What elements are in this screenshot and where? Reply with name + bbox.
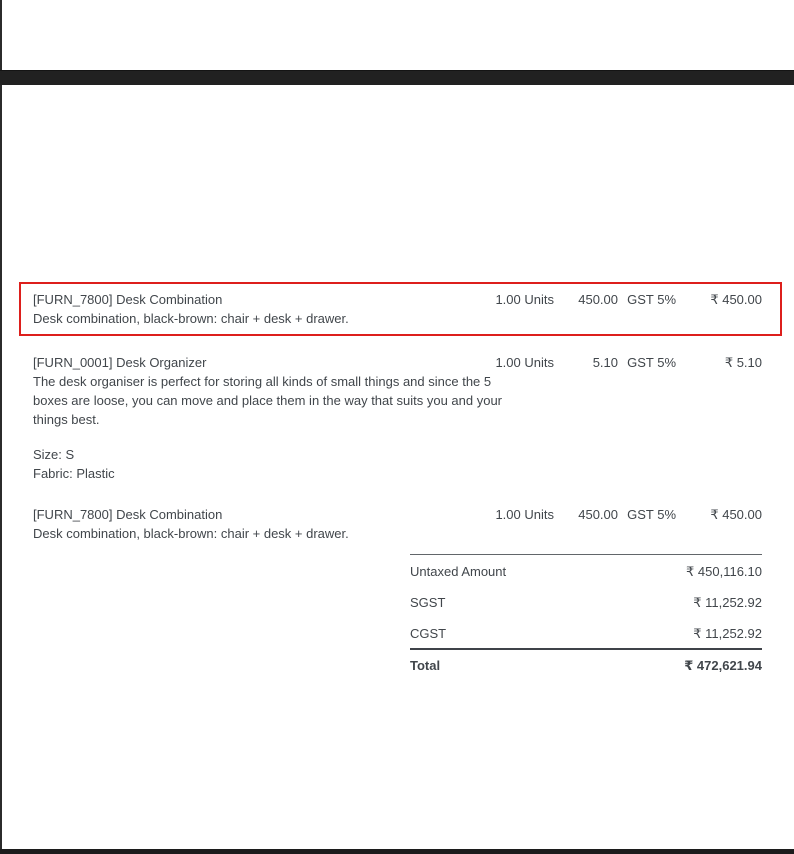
invoice-line-row: [FURN_7800] Desk Combination 1.00 Units … bbox=[19, 497, 782, 549]
product-name: [FURN_7800] Desk Combination bbox=[33, 292, 223, 307]
untaxed-amount-value: ₹ 450,116.10 bbox=[686, 564, 762, 579]
amount-cell: ₹ 450.00 bbox=[710, 507, 762, 522]
product-name: [FURN_0001] Desk Organizer bbox=[33, 355, 207, 370]
unit-price-cell: 450.00 bbox=[578, 507, 618, 522]
taxes-cell: GST 5% bbox=[627, 507, 676, 522]
quantity-cell: 1.00 Units bbox=[495, 355, 554, 370]
product-attributes: Size: S Fabric: Plastic bbox=[33, 445, 523, 483]
attribute-size: Size: S bbox=[33, 447, 75, 462]
amount-cell: ₹ 5.10 bbox=[724, 355, 762, 370]
attribute-fabric: Fabric: Plastic bbox=[33, 466, 115, 481]
total-row: Total ₹ 472,621.94 bbox=[410, 648, 762, 680]
unit-price-cell: 450.00 bbox=[578, 292, 618, 307]
sgst-value: ₹ 11,252.92 bbox=[693, 595, 762, 610]
product-description: Desk combination, black-brown: chair + d… bbox=[33, 311, 349, 326]
sgst-label: SGST bbox=[410, 595, 446, 610]
untaxed-amount-row: Untaxed Amount ₹ 450,116.10 bbox=[410, 555, 762, 586]
taxes-cell: GST 5% bbox=[627, 292, 676, 307]
sgst-row: SGST ₹ 11,252.92 bbox=[410, 586, 762, 617]
cgst-row: CGST ₹ 11,252.92 bbox=[410, 617, 762, 648]
totals-table: Untaxed Amount ₹ 450,116.10 SGST ₹ 11,25… bbox=[410, 554, 762, 680]
untaxed-amount-label: Untaxed Amount bbox=[410, 564, 507, 579]
viewport-left-edge bbox=[0, 0, 2, 854]
cgst-label: CGST bbox=[410, 626, 447, 641]
total-label: Total bbox=[410, 658, 441, 673]
product-description: The desk organiser is perfect for storin… bbox=[33, 374, 502, 427]
invoice-line-row-highlighted[interactable]: [FURN_7800] Desk Combination 1.00 Units … bbox=[19, 282, 782, 336]
product-description: Desk combination, black-brown: chair + d… bbox=[33, 526, 349, 541]
cgst-value: ₹ 11,252.92 bbox=[693, 626, 762, 641]
bottom-divider-bar bbox=[0, 849, 794, 854]
quantity-cell: 1.00 Units bbox=[495, 507, 554, 522]
taxes-cell: GST 5% bbox=[627, 355, 676, 370]
invoice-report-body: [FURN_7800] Desk Combination 1.00 Units … bbox=[19, 282, 782, 680]
unit-price-cell: 5.10 bbox=[592, 355, 618, 370]
total-value: ₹ 472,621.94 bbox=[684, 658, 762, 673]
top-divider-bar bbox=[0, 70, 794, 85]
invoice-line-row: [FURN_0001] Desk Organizer 1.00 Units 5.… bbox=[19, 345, 782, 489]
product-name: [FURN_7800] Desk Combination bbox=[33, 507, 223, 522]
amount-cell: ₹ 450.00 bbox=[710, 292, 762, 307]
quantity-cell: 1.00 Units bbox=[495, 292, 554, 307]
